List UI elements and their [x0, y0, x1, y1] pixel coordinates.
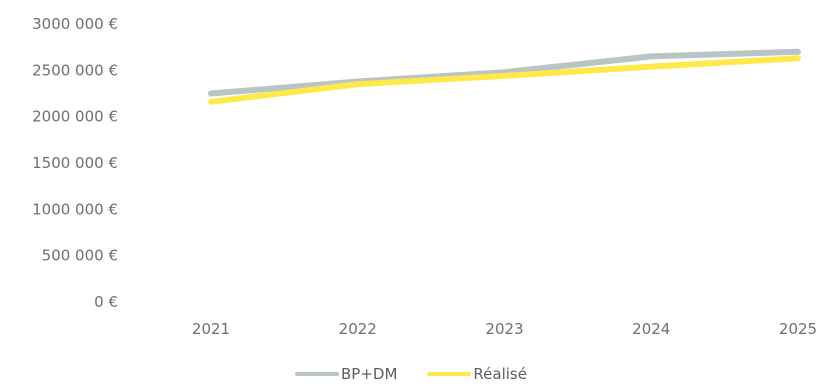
y-tick-label: 3000 000 € [32, 15, 118, 33]
legend-label-realise: Réalisé [473, 365, 527, 383]
y-tick-label: 2000 000 € [32, 108, 118, 126]
legend-item-realise[interactable]: Réalisé [427, 365, 527, 383]
x-tick-label: 2024 [632, 320, 670, 338]
series-line-realise [208, 55, 801, 105]
legend-swatch-realise [427, 372, 472, 376]
y-tick-label: 1500 000 € [32, 154, 118, 172]
x-tick-label: 2021 [192, 320, 230, 338]
series-lines [208, 48, 801, 105]
y-tick-label: 1000 000 € [32, 200, 118, 218]
y-axis-tick-labels: 0 € 500 000 € 1000 000 € 1500 000 € 2000 000… [32, 15, 118, 311]
x-axis-tick-labels: 2021 2022 2023 2024 2025 [192, 320, 817, 338]
y-tick-label: 0 € [94, 293, 118, 311]
legend: BP+DM Réalisé [0, 362, 822, 386]
line-chart: 0 € 500 000 € 1000 000 € 1500 000 € 2000 000… [32, 15, 817, 338]
legend-swatch-bp-dm [295, 372, 340, 376]
y-tick-label: 500 000 € [42, 247, 118, 265]
series-line-bp-dm [208, 48, 801, 97]
x-tick-label: 2025 [779, 320, 817, 338]
legend-item-bp-dm[interactable]: BP+DM [295, 365, 397, 383]
x-tick-label: 2023 [485, 320, 523, 338]
y-tick-label: 2500 000 € [32, 61, 118, 79]
x-tick-label: 2022 [339, 320, 377, 338]
legend-label-bp-dm: BP+DM [341, 365, 398, 383]
